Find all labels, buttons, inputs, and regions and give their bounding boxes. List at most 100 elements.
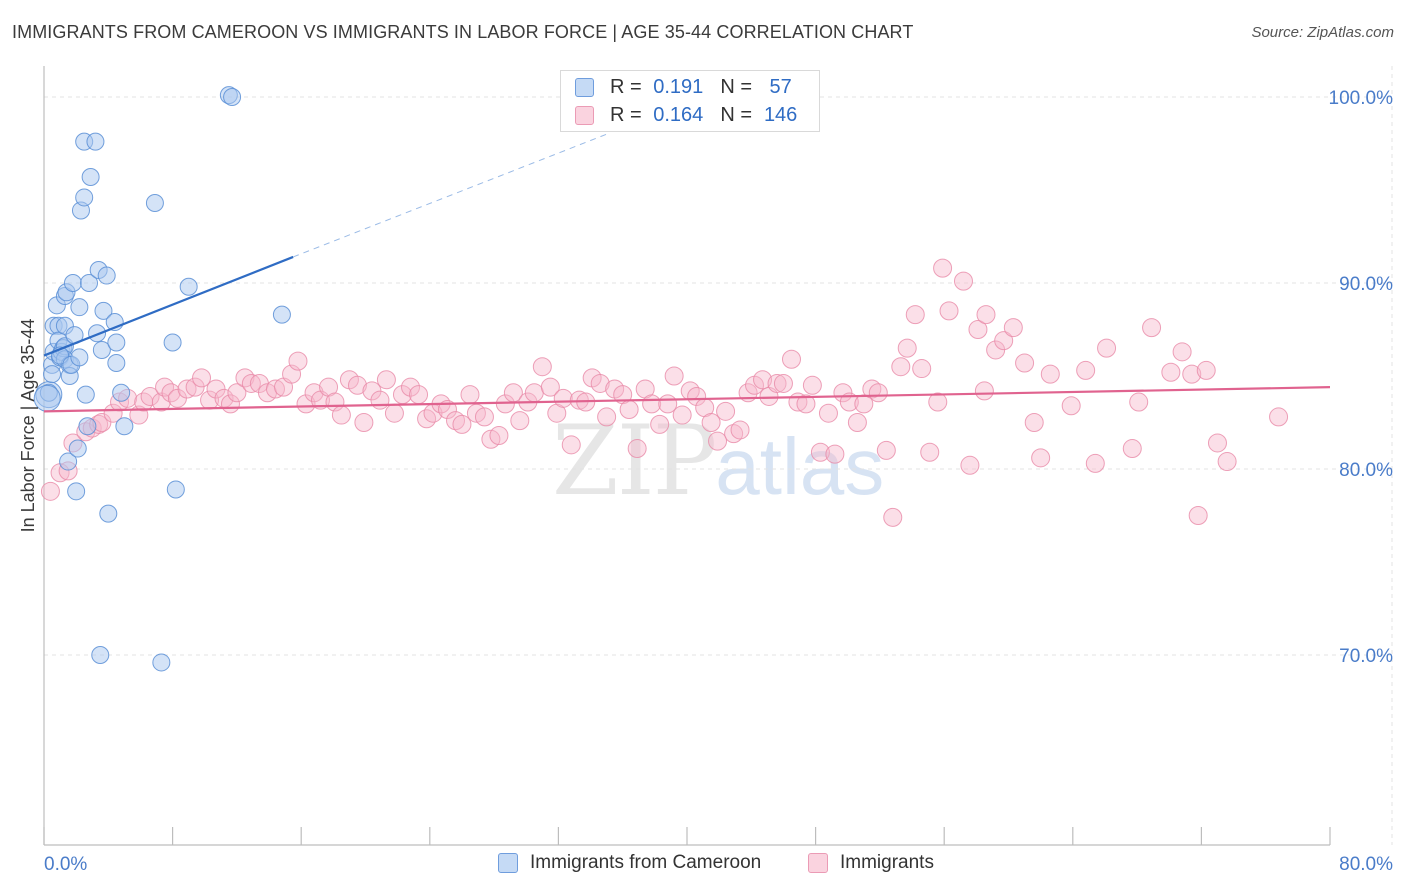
cameroon-point xyxy=(67,482,86,501)
immigrants-point xyxy=(920,442,940,462)
cameroon-trend-extension xyxy=(292,133,607,258)
immigrants-point xyxy=(553,388,573,408)
immigrants-point xyxy=(802,375,822,395)
immigrants-point xyxy=(331,405,351,425)
immigrants-point xyxy=(1207,433,1227,453)
legend-n-label: N = xyxy=(720,75,753,98)
immigrants-point xyxy=(40,481,60,501)
immigrants-point xyxy=(650,414,670,434)
immigrants-point xyxy=(524,383,544,403)
y-axis-title: In Labor Force | Age 35-44 xyxy=(18,319,38,533)
immigrants-point xyxy=(716,401,736,421)
immigrants-point xyxy=(177,379,197,399)
cameroon-point xyxy=(68,439,87,458)
immigrants-point xyxy=(773,373,793,393)
cameroon-point xyxy=(43,365,62,384)
cameroon-point xyxy=(97,266,116,285)
immigrants-point xyxy=(489,426,509,446)
immigrants-point xyxy=(401,377,421,397)
series-legend-cameroon[interactable]: Immigrants from Cameroon xyxy=(498,852,761,874)
legend-r-label: R = xyxy=(610,103,642,126)
immigrants-point xyxy=(658,394,678,414)
immigrants-point xyxy=(460,385,480,405)
immigrants-point xyxy=(994,331,1014,351)
y-tick-label: 90.0% xyxy=(1339,274,1393,295)
tick-labels: 70.0% 80.0% 90.0% 100.0% 0.0% 80.0% In Labor F… xyxy=(18,88,1393,875)
cameroon-point xyxy=(70,348,89,367)
cameroon-point xyxy=(163,333,182,352)
immigrants-point xyxy=(810,442,830,462)
legend-swatch-cameroon xyxy=(575,77,594,97)
immigrants-point xyxy=(1161,362,1181,382)
cameroon-point xyxy=(86,132,105,151)
series-legend-immigrants[interactable]: Immigrants xyxy=(808,852,934,874)
immigrants-point xyxy=(796,394,816,414)
immigrants-point xyxy=(767,373,787,393)
legend-swatch-immigrants xyxy=(575,105,594,125)
immigrants-point xyxy=(510,411,530,431)
immigrants-points xyxy=(40,258,1289,527)
immigrants-point xyxy=(968,320,988,339)
x-tick-label-min: 0.0% xyxy=(44,854,87,875)
immigrants-point xyxy=(939,301,959,321)
immigrants-point xyxy=(1188,506,1208,525)
cameroon-point xyxy=(112,383,131,402)
immigrants-point xyxy=(561,435,581,455)
immigrants-point xyxy=(354,413,374,432)
immigrants-point xyxy=(708,431,728,451)
cameroon-point xyxy=(107,333,126,352)
legend-r-value: 0.191 xyxy=(653,75,704,98)
series-label-cameroon: Immigrants from Cameroon xyxy=(530,852,762,873)
immigrants-point xyxy=(891,357,911,377)
immigrants-point xyxy=(847,413,867,432)
watermark-atlas: atlas xyxy=(715,422,885,511)
immigrants-point xyxy=(883,507,903,527)
immigrants-point xyxy=(724,424,744,444)
immigrants-point xyxy=(839,392,859,412)
immigrants-point xyxy=(1142,318,1162,338)
immigrants-point xyxy=(1031,448,1051,468)
series-label-immigrants: Immigrants xyxy=(840,852,934,873)
immigrants-point xyxy=(265,379,285,399)
immigrants-point xyxy=(960,455,980,475)
immigrants-point xyxy=(347,375,367,395)
legend-n-label: N = xyxy=(720,103,753,126)
cameroon-point xyxy=(70,298,89,317)
immigrants-point xyxy=(597,407,617,427)
y-tick-label: 70.0% xyxy=(1339,646,1393,667)
legend-r-value: 0.164 xyxy=(653,103,704,126)
immigrants-point xyxy=(928,392,948,412)
immigrants-point xyxy=(1217,452,1237,472)
immigrants-point xyxy=(540,377,560,397)
legend-row-cameroon: R = 0.191 N = 57 xyxy=(575,74,804,100)
immigrants-point xyxy=(753,370,773,390)
immigrants-point xyxy=(627,439,647,459)
immigrants-point xyxy=(140,386,160,406)
immigrants-point xyxy=(409,385,429,405)
immigrants-point xyxy=(437,399,457,419)
series-legend: Immigrants from Cameroon Immigrants xyxy=(0,852,1406,878)
watermark-zip: ZIP xyxy=(552,405,717,517)
immigrants-point xyxy=(642,394,662,414)
immigrants-point xyxy=(296,394,316,414)
cameroon-point xyxy=(76,385,95,404)
immigrants-point xyxy=(532,357,552,377)
watermark: ZIPatlas xyxy=(552,405,884,517)
immigrants-point xyxy=(103,403,123,423)
immigrants-point xyxy=(1182,364,1202,384)
trend-lines xyxy=(43,133,1331,413)
immigrants-point xyxy=(664,366,684,386)
immigrants-point xyxy=(384,403,404,423)
immigrants-point xyxy=(933,258,953,278)
immigrants-point xyxy=(227,383,247,403)
cameroon-point xyxy=(152,653,171,672)
cameroon-point xyxy=(223,88,242,106)
immigrants-point xyxy=(905,305,925,325)
series-swatch-cameroon xyxy=(498,853,518,873)
immigrants-point xyxy=(1040,364,1060,384)
immigrants-point xyxy=(370,390,390,410)
cameroon-point xyxy=(88,324,107,343)
immigrants-point xyxy=(974,381,994,401)
immigrants-point xyxy=(781,349,801,369)
